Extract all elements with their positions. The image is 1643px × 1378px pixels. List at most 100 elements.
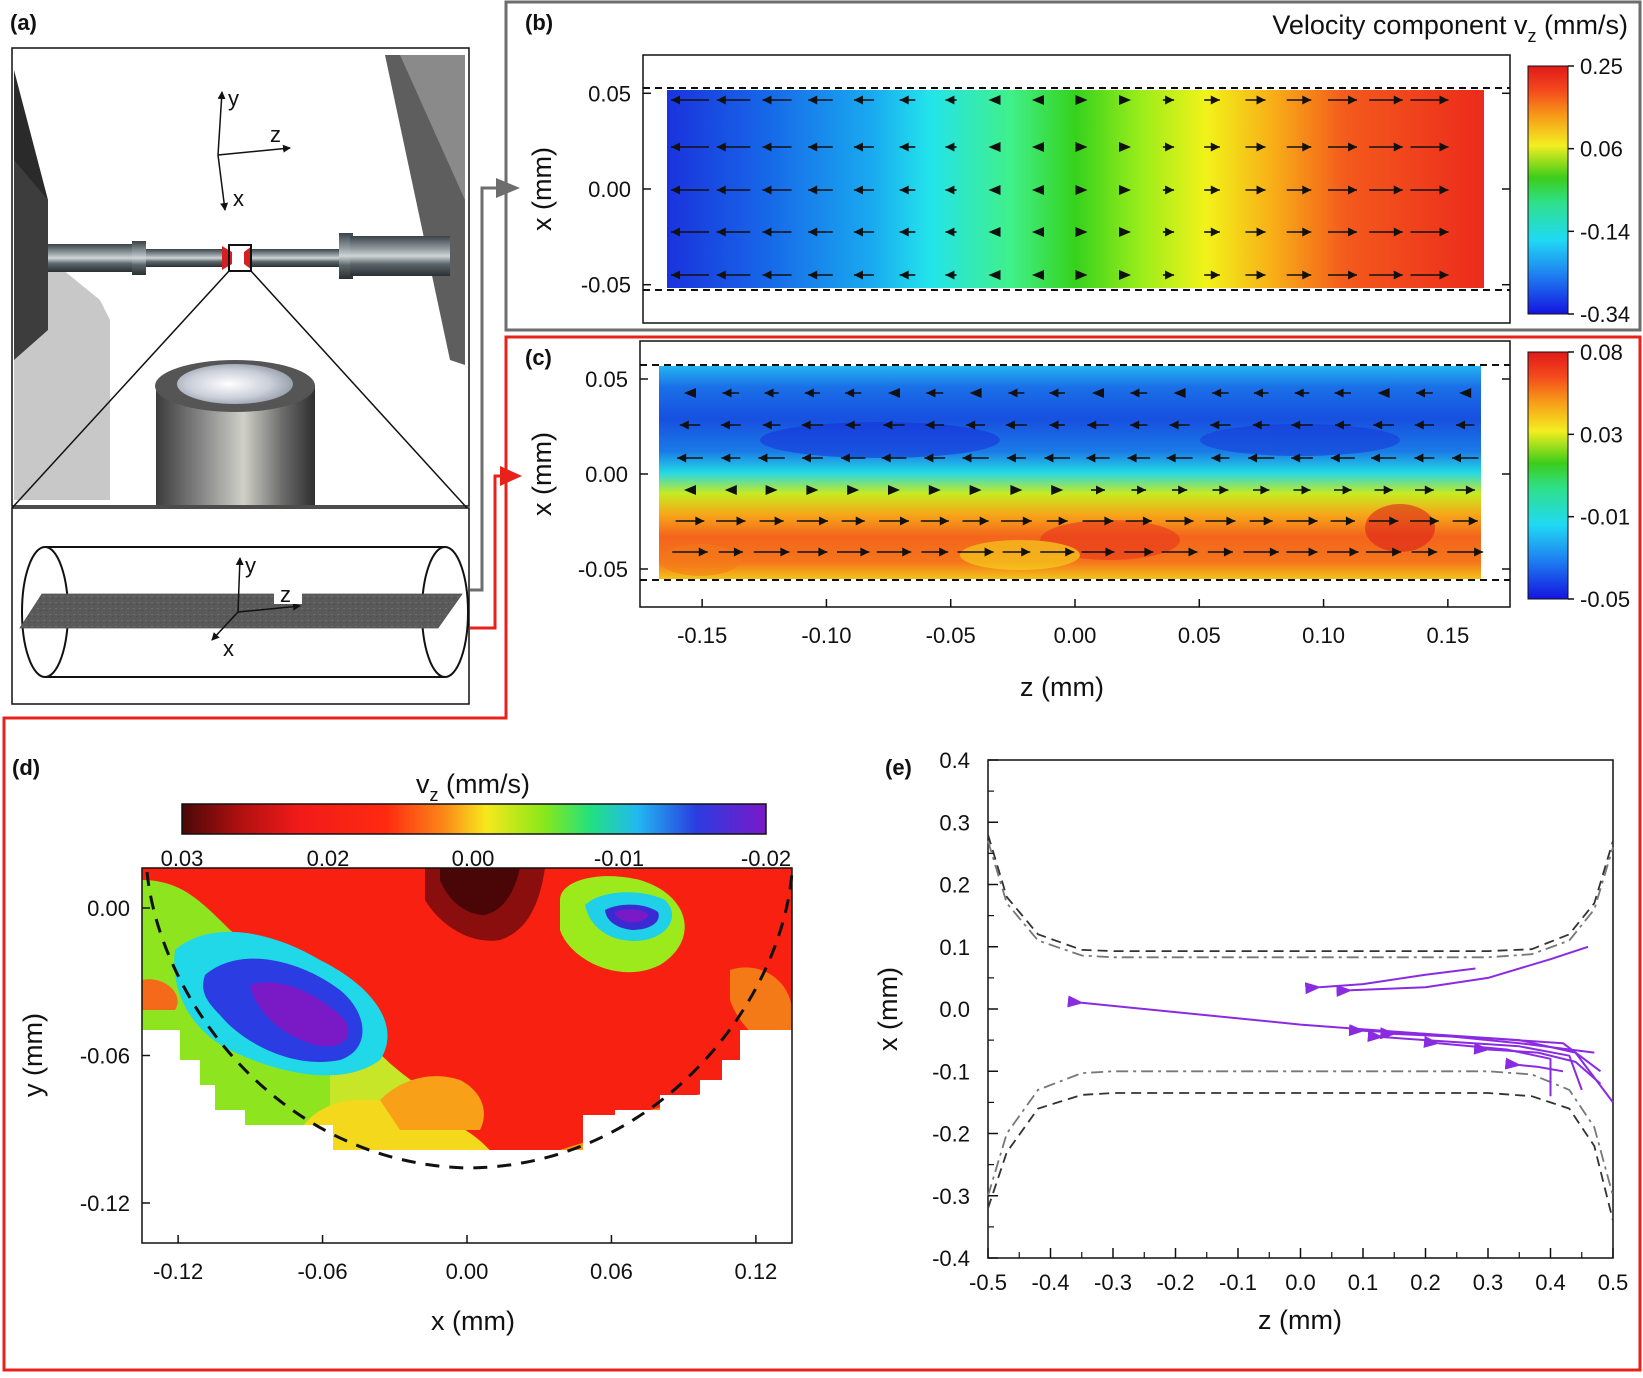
plot-c-vector: [1210, 420, 1231, 430]
axis-y-label-top: y: [228, 86, 239, 111]
panel-a-render: y z x y z x: [11, 47, 470, 705]
plot-b-vector: [1286, 142, 1312, 152]
plot-b-vector: [1327, 185, 1358, 195]
plot-c-vector: [1248, 453, 1275, 463]
plot-b-vector: [1327, 227, 1358, 237]
plot-c-vector: [888, 388, 900, 398]
plot-c-vector: [1294, 388, 1310, 398]
plot-c: 0.05 0.00 -0.05 -0.15 -0.10 -0.05 0.00 0.05 0.1…: [527, 340, 1630, 702]
plot-b-vector: [1327, 142, 1358, 152]
plot-c-vector: [883, 420, 905, 430]
plot-b-vector: [671, 227, 709, 237]
plot-b-vector: [1410, 142, 1449, 152]
axes-triad-inset: y z x: [211, 553, 302, 661]
plot-b-vector: [716, 95, 751, 105]
plot-b-vector: [808, 142, 833, 152]
plot-b-vector: [899, 142, 916, 152]
plot-c-vector: [928, 485, 941, 495]
plot-c-vector: [1368, 516, 1399, 526]
plot-b-vector: [1369, 270, 1403, 280]
plot-c-vector: [765, 485, 778, 495]
plot-e-xtick-label: 0.5: [1598, 1270, 1629, 1295]
plot-c-ylabel: x (mm): [527, 432, 557, 516]
wall-upper-dashdot: [987, 840, 1614, 959]
plot-c-vector: [924, 453, 946, 463]
plot-c-xtick-label: 0.05: [1178, 623, 1221, 648]
trajectory-line: [1348, 1024, 1614, 1104]
plot-e-xtick-label: 0.0: [1285, 1270, 1316, 1295]
plot-c-vector: [1334, 420, 1351, 430]
plot-c-vector: [1330, 453, 1355, 463]
plot-c-vector: [1291, 420, 1313, 430]
plot-b-vector: [1245, 95, 1266, 105]
plot-c-vector: [1000, 516, 1032, 526]
plot-b-vector: [671, 142, 709, 152]
plot-c-vector: [1044, 453, 1070, 463]
plot-c-vector: [720, 420, 741, 430]
plot-c-vector: [1005, 420, 1027, 430]
plot-c-vector: [1334, 485, 1352, 495]
plot-d-ytick-label: -0.06: [80, 1044, 130, 1069]
plot-c-vector: [1169, 420, 1190, 430]
plot-c-vector: [677, 453, 703, 463]
trajectory-line: [1473, 1042, 1602, 1085]
plot-b-vector: [1119, 185, 1131, 195]
plot-b-vector: [1075, 185, 1088, 195]
plot-e: -0.5 -0.4 -0.3 -0.2 -0.1 0.0 0.1 0.2 0.3 0.4 0.5 0…: [873, 748, 1628, 1335]
plot-b-vector: [1245, 227, 1266, 237]
plot-c-vector: [920, 516, 949, 526]
plot-b-vector: [1369, 142, 1403, 152]
connector-arrow-b: [496, 178, 520, 198]
plot-b-vector: [1410, 185, 1449, 195]
plot-b-vector: [988, 185, 1001, 195]
plot-b-vector: [762, 270, 792, 280]
axis-z-label-top: z: [270, 122, 281, 147]
plot-b-vector: [671, 95, 709, 105]
plot-e-xtick-label: 0.2: [1410, 1270, 1441, 1295]
plot-b-vector: [1286, 185, 1312, 195]
plot-c-vector: [1447, 547, 1484, 557]
plot-c-vector: [1124, 547, 1154, 557]
plot-c-vector: [675, 516, 705, 526]
plot-b-vector: [1369, 95, 1403, 105]
plot-b-vector: [1032, 227, 1044, 237]
trajectory-line: [1504, 1057, 1564, 1073]
plot-c-vector: [1008, 388, 1025, 398]
plot-b-vector: [1162, 227, 1175, 237]
plot-c-vector: [753, 547, 790, 557]
plot-c-vector: [1087, 420, 1109, 430]
plot-b-vector: [945, 142, 957, 152]
plot-c-vector: [969, 485, 982, 495]
plot-c-vector: [837, 547, 870, 557]
plot-b-vector: [1327, 95, 1358, 105]
plot-d-xtick-label: 0.00: [446, 1259, 489, 1284]
panel-d-label: (d): [12, 755, 40, 780]
plot-d-xtick-label: 0.12: [734, 1259, 777, 1284]
plot-c-vector: [1414, 453, 1435, 463]
plot-c-vector: [1327, 547, 1359, 557]
plot-c-xtick-label: -0.10: [801, 623, 851, 648]
plot-c-vector: [1253, 485, 1270, 495]
plot-c-vector: [796, 516, 828, 526]
plot-c-vector: [876, 547, 912, 557]
plot-c-vector: [1366, 547, 1402, 557]
plot-e-ytick-label: 0.2: [939, 873, 970, 898]
plot-c-vector: [957, 547, 994, 557]
plot-c-vector: [1173, 388, 1186, 398]
plot-e-ytick-label: 0.4: [939, 748, 970, 773]
plot-c-vector: [1006, 453, 1026, 463]
plot-b-vector: [1162, 142, 1175, 152]
plot-b-vector: [1032, 185, 1044, 195]
plot-b-vector: [853, 95, 875, 105]
plot-e-xtick-label: 0.1: [1348, 1270, 1379, 1295]
plot-b-vector: [1032, 95, 1044, 105]
plot-b-vector: [988, 95, 1001, 105]
plot-e-ylabel: x (mm): [873, 967, 903, 1051]
plot-d: 0.03 0.02 0.00 -0.01 -0.02 -0.12 -0.06 0.00 0.0: [18, 803, 794, 1336]
plot-b-vector: [1369, 185, 1403, 195]
plot-c-xtick-label: 0.10: [1302, 623, 1345, 648]
plot-c-vector: [881, 453, 907, 463]
plot-c-vector: [1127, 453, 1151, 463]
plot-b-ylabel: x (mm): [527, 147, 557, 231]
plot-b-vector: [716, 142, 751, 152]
